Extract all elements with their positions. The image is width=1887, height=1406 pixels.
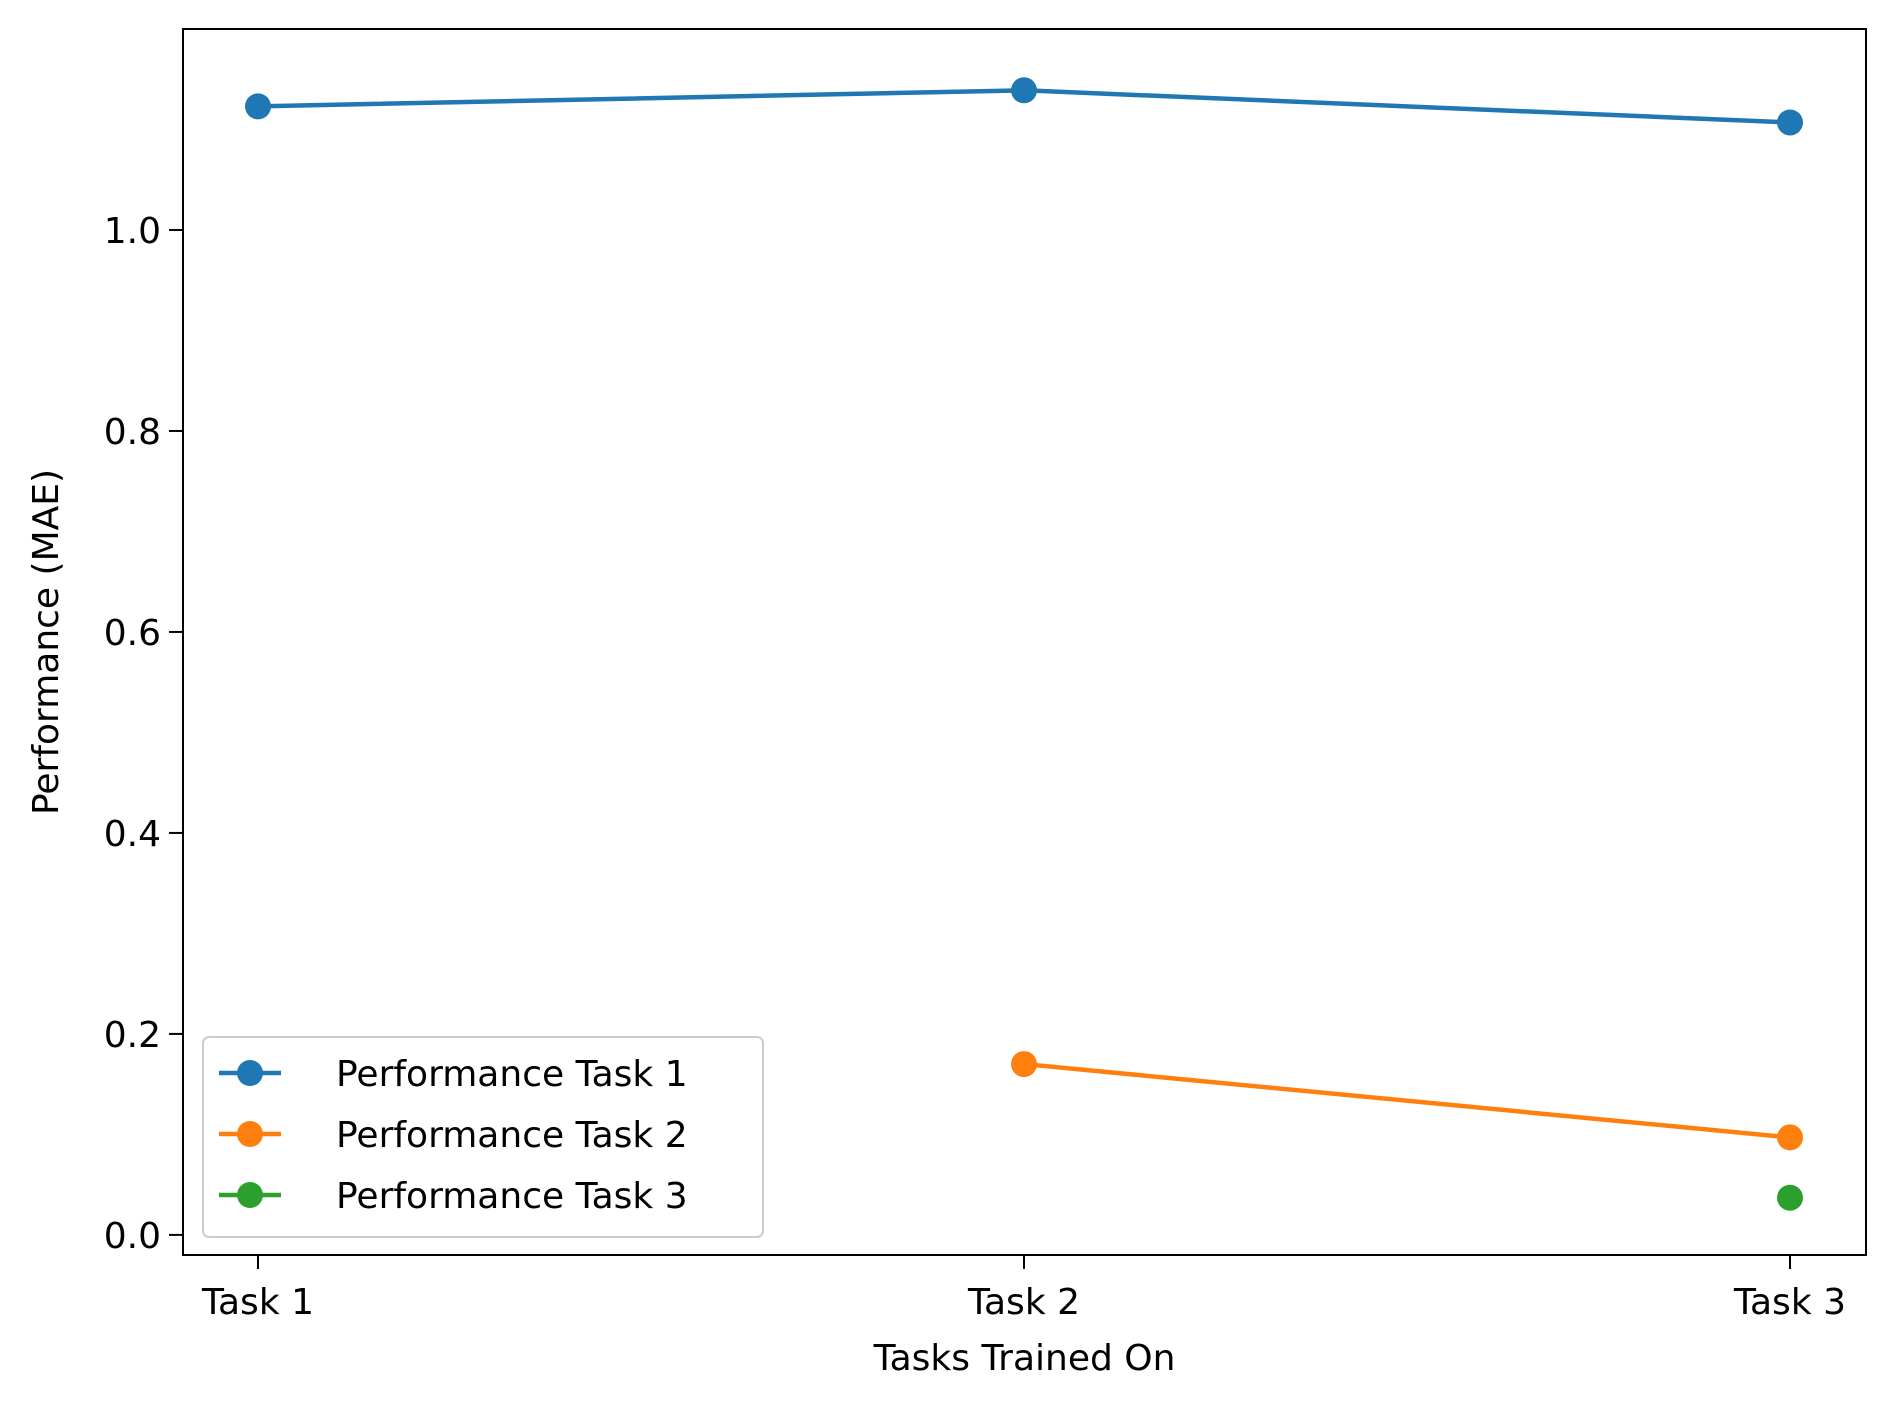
- legend-label: Performance Task 1: [336, 1054, 688, 1095]
- data-point: [1777, 109, 1803, 136]
- y-tick-label: 1.0: [104, 211, 161, 252]
- x-tick-label: Task 2: [967, 1282, 1080, 1323]
- data-point: [1011, 1051, 1037, 1078]
- y-tick-label: 0.2: [104, 1015, 161, 1056]
- legend-item: Performance Task 1: [219, 1054, 688, 1095]
- series-line: [1023, 1061, 1791, 1140]
- legend-marker: [237, 1060, 263, 1086]
- y-tick-label: 0.0: [104, 1216, 161, 1257]
- series-1: [245, 77, 1803, 136]
- data-point: [1777, 1184, 1803, 1211]
- y-tick-label: 0.4: [104, 814, 161, 855]
- data-point: [1011, 77, 1037, 104]
- legend-label: Performance Task 2: [336, 1115, 688, 1156]
- y-axis-label: Performance (MAE): [26, 469, 67, 815]
- x-axis-label: Tasks Trained On: [873, 1338, 1176, 1379]
- legend-box: [202, 1036, 764, 1238]
- legend-marker: [237, 1182, 263, 1208]
- legend: Performance Task 1 Performance Task 2 Perf…: [202, 1036, 764, 1238]
- series-2: [1011, 1051, 1803, 1151]
- legend-item: Performance Task 3: [219, 1176, 688, 1217]
- x-axis: Task 1 Task 2 Task 3: [201, 1255, 1846, 1323]
- legend-marker: [237, 1121, 263, 1147]
- legend-label: Performance Task 3: [336, 1176, 688, 1217]
- data-point: [1777, 1124, 1803, 1151]
- data-point: [245, 93, 271, 120]
- y-tick-label: 0.8: [104, 412, 161, 453]
- legend-item: Performance Task 2: [219, 1115, 688, 1156]
- y-tick-label: 0.6: [104, 613, 161, 654]
- series-3: [1777, 1184, 1803, 1211]
- x-tick-label: Task 3: [1733, 1282, 1846, 1323]
- y-axis: 0.0 0.2 0.4 0.6 0.8 1.0: [104, 211, 183, 1257]
- x-tick-label: Task 1: [201, 1282, 314, 1323]
- series-layer: [245, 77, 1803, 1211]
